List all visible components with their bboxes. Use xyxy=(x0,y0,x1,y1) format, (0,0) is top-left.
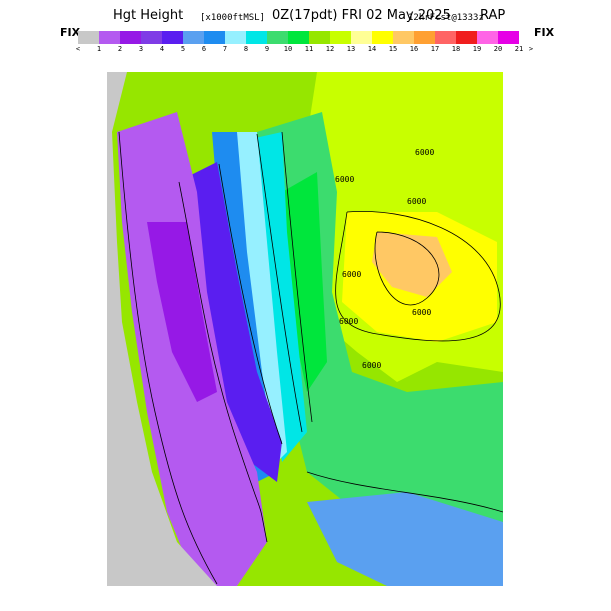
legend-tick-label: 19 xyxy=(472,45,482,53)
color-swatch xyxy=(456,31,477,44)
contour-label: 6000 xyxy=(362,361,381,370)
legend-tick-label: 11 xyxy=(304,45,314,53)
legend-tick-label: 5 xyxy=(180,45,186,53)
bright-green xyxy=(282,172,327,392)
legend-tick-label: 2 xyxy=(117,45,123,53)
legend-tick-label: 6 xyxy=(201,45,207,53)
contour-label: 6000 xyxy=(412,308,431,317)
color-swatch xyxy=(435,31,456,44)
color-swatch xyxy=(204,31,225,44)
contour-south xyxy=(306,471,503,513)
title-valid-time: 0Z(17pdt) FRI 02 May 2025 xyxy=(272,8,451,23)
southern-desert xyxy=(307,492,503,586)
color-swatch xyxy=(477,31,498,44)
color-swatch xyxy=(309,31,330,44)
legend-tick-label: 17 xyxy=(430,45,440,53)
title-units: [x1000ftMSL] xyxy=(200,13,266,23)
contour-label: 6000 xyxy=(339,317,358,326)
color-legend-labels: <1 2 3 4 5 6 7 8 9 10 11 12 13 14 15 16 17 18 19 20 21 > xyxy=(0,45,611,55)
color-swatch xyxy=(351,31,372,44)
chart-title: Hgt Height [x1000ftMSL] 0Z(17pdt) FRI 02… xyxy=(0,8,611,24)
title-forecast: 12hrFcst@1333z xyxy=(408,13,484,23)
legend-lt-marker: < xyxy=(75,45,81,53)
contour-sierra-2 xyxy=(281,131,313,423)
legend-tick-label: 15 xyxy=(388,45,398,53)
contour-peak xyxy=(374,231,440,306)
legend-tick-label: 1 xyxy=(96,45,102,53)
color-swatch xyxy=(498,31,519,44)
contour-valley-west xyxy=(178,181,268,543)
title-model: RAP xyxy=(480,8,506,23)
legend-tick-label: 7 xyxy=(222,45,228,53)
color-swatch xyxy=(78,31,99,44)
legend-tick-label: 14 xyxy=(367,45,377,53)
fix-left-label: FIX xyxy=(60,26,81,39)
contour-plateau xyxy=(335,211,501,342)
color-swatch xyxy=(267,31,288,44)
legend-tick-label: 18 xyxy=(451,45,461,53)
color-swatch xyxy=(372,31,393,44)
title-field: Hgt Height xyxy=(113,8,184,23)
fix-right-label: FIX xyxy=(534,26,555,39)
legend-tick-label: 13 xyxy=(346,45,356,53)
legend-tick-label: 12 xyxy=(325,45,335,53)
contour-label: 6000 xyxy=(407,197,426,206)
orange-peak xyxy=(372,232,452,297)
legend-tick-label: 16 xyxy=(409,45,419,53)
contour-coast xyxy=(118,131,218,585)
color-swatch xyxy=(162,31,183,44)
contour-valley-east xyxy=(218,163,283,445)
color-swatch xyxy=(330,31,351,44)
contour-label: 6000 xyxy=(415,148,434,157)
color-swatch xyxy=(414,31,435,44)
contour-sierra-1 xyxy=(256,133,303,433)
legend-tick-label: 9 xyxy=(264,45,270,53)
ocean xyxy=(107,72,217,586)
color-swatch xyxy=(288,31,309,44)
legend-tick-label: 21 xyxy=(514,45,524,53)
legend-tick-label: 3 xyxy=(138,45,144,53)
color-swatch xyxy=(141,31,162,44)
legend-tick-label: 20 xyxy=(493,45,503,53)
height-map: 6000 6000 6000 6000 6000 6000 6000 xyxy=(107,72,503,586)
legend-tick-label: 8 xyxy=(243,45,249,53)
legend-tick-label: 10 xyxy=(283,45,293,53)
color-swatch xyxy=(120,31,141,44)
color-swatch xyxy=(99,31,120,44)
legend-tick-label: 4 xyxy=(159,45,165,53)
color-swatch xyxy=(246,31,267,44)
color-swatch xyxy=(183,31,204,44)
color-swatch xyxy=(225,31,246,44)
legend-gt-marker: > xyxy=(528,45,534,53)
coast-range-inner xyxy=(147,222,217,402)
contour-label: 6000 xyxy=(342,270,361,279)
color-swatch xyxy=(393,31,414,44)
central-valley xyxy=(177,162,282,482)
contour-label: 6000 xyxy=(335,175,354,184)
